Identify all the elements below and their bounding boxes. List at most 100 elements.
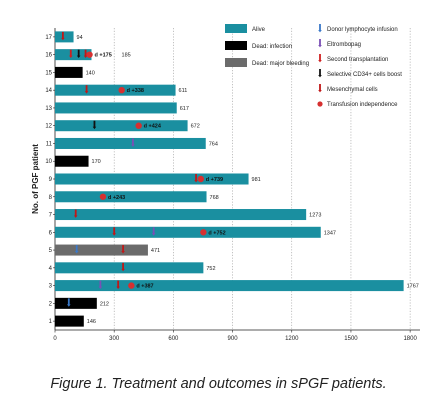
value-label: 981 <box>252 177 261 183</box>
y-tick-label: 3 <box>49 284 53 290</box>
legend-swatch <box>319 39 321 46</box>
treatment-marker <box>122 245 124 252</box>
value-label: 764 <box>209 141 218 147</box>
legend-swatch-arrow <box>318 75 322 78</box>
y-tick-label: 2 <box>49 301 53 307</box>
y-tick-label: 6 <box>49 230 53 236</box>
treatment-marker-arrow <box>194 180 198 183</box>
treatment-marker <box>113 227 116 234</box>
y-tick-label: 4 <box>49 266 53 272</box>
treatment-marker <box>93 120 96 128</box>
bar-patient-8 <box>55 191 207 203</box>
treatment-marker-arrow <box>131 144 135 147</box>
transfusion-independence-dot <box>99 193 107 200</box>
treatment-marker <box>99 280 102 288</box>
value-label: 672 <box>191 124 200 130</box>
figure-caption: Figure 1. Treatment and outcomes in sPGF… <box>50 376 387 392</box>
value-label: 1767 <box>407 284 419 290</box>
value-label: 1347 <box>324 230 336 236</box>
treatment-marker <box>85 85 88 92</box>
treatment-marker-arrow <box>68 55 73 59</box>
y-tick-label: 8 <box>49 195 53 201</box>
bar-patient-11 <box>55 137 206 149</box>
treatment-marker <box>61 31 64 39</box>
transfusion-independence-dot <box>86 51 93 58</box>
value-label: 752 <box>206 266 215 272</box>
legend-swatch-arrow <box>318 45 322 48</box>
bar-patient-6 <box>55 226 321 238</box>
y-tick-label: 13 <box>45 106 52 112</box>
legend-swatch <box>225 41 247 50</box>
x-tick-label: 300 <box>109 336 120 342</box>
treatment-marker <box>152 227 155 234</box>
value-label: 611 <box>179 88 188 94</box>
treatment-marker <box>67 298 70 305</box>
y-tick-label: 15 <box>45 70 52 76</box>
treatment-marker-arrow <box>73 215 78 218</box>
treatment-marker-arrow <box>61 37 65 41</box>
value-label: 1273 <box>309 213 321 219</box>
bar-patient-2 <box>55 297 97 309</box>
x-tick-label: 1500 <box>344 336 358 342</box>
bar-patient-5 <box>55 244 148 256</box>
treatment-marker-arrow <box>121 268 125 272</box>
legend-swatch <box>225 58 247 67</box>
y-tick-label: 16 <box>45 53 52 59</box>
day-label: d +752 <box>208 230 225 236</box>
legend-label: Alive <box>252 27 266 33</box>
x-tick-label: 1200 <box>285 336 299 342</box>
legend-label: Eltrombopag <box>327 42 361 48</box>
day-label: d +338 <box>127 88 144 94</box>
transfusion-independence-dot <box>200 229 207 236</box>
value-label: 170 <box>92 159 101 165</box>
legend-swatch <box>319 54 321 61</box>
bar-patient-1 <box>55 315 84 327</box>
treatment-marker <box>122 262 124 270</box>
day-label: d +424 <box>144 124 162 130</box>
bar-patient-15 <box>55 66 83 78</box>
x-tick-label: 900 <box>228 336 239 342</box>
day-label: d +739 <box>206 177 223 183</box>
legend-swatch <box>317 101 323 107</box>
legend-label: Selective CD34+ cells boost <box>327 72 402 78</box>
treatment-marker <box>132 138 134 145</box>
y-tick-label: 17 <box>45 35 52 41</box>
chart-svg: 0 300 600 900 1200 1500 1800 No. of PGF patient… <box>31 24 420 342</box>
treatment-marker-arrow <box>92 126 97 130</box>
y-axis-title: No. of PGF patient <box>31 144 40 214</box>
bar-patient-7 <box>55 209 307 221</box>
transfusion-independence-dot <box>135 122 142 129</box>
treatment-marker-arrow <box>83 55 88 59</box>
bar-patient-9 <box>55 173 249 185</box>
bar-patient-16 <box>55 49 92 61</box>
legend-swatch-arrow <box>318 60 322 63</box>
treatment-marker <box>77 49 80 57</box>
legend-label: Second transplantation <box>327 57 388 63</box>
legend-swatch-arrow <box>318 30 322 33</box>
legend-swatch <box>225 24 247 33</box>
y-tick-label: 9 <box>49 177 53 183</box>
treatment-marker <box>69 49 72 57</box>
x-tick-label: 600 <box>168 336 179 342</box>
transfusion-independence-dot <box>118 86 125 94</box>
legend-swatch-arrow <box>318 90 322 93</box>
treatment-marker-arrow <box>116 286 120 289</box>
y-tick-label: 5 <box>49 248 53 254</box>
treatment-marker-arrow <box>121 251 125 254</box>
x-tick-label: 1800 <box>403 336 417 342</box>
bar-patient-4 <box>55 262 204 274</box>
bar-patient-3 <box>55 280 404 292</box>
day-label: d +387 <box>136 284 153 290</box>
legend-label: Transfusion independence <box>327 102 398 108</box>
bar-patient-13 <box>55 102 177 114</box>
treatment-marker-arrow <box>112 233 116 236</box>
legend-label: Donor lymphocyte infusion <box>327 27 398 33</box>
value-label: 140 <box>86 70 95 76</box>
value-label: 94 <box>77 35 83 41</box>
day-label: d +243 <box>108 195 125 201</box>
treatment-marker-arrow <box>151 233 156 236</box>
treatment-marker-arrow <box>74 251 79 254</box>
treatment-marker <box>195 174 197 181</box>
legend-label: Mesenchymal cells <box>327 87 378 93</box>
